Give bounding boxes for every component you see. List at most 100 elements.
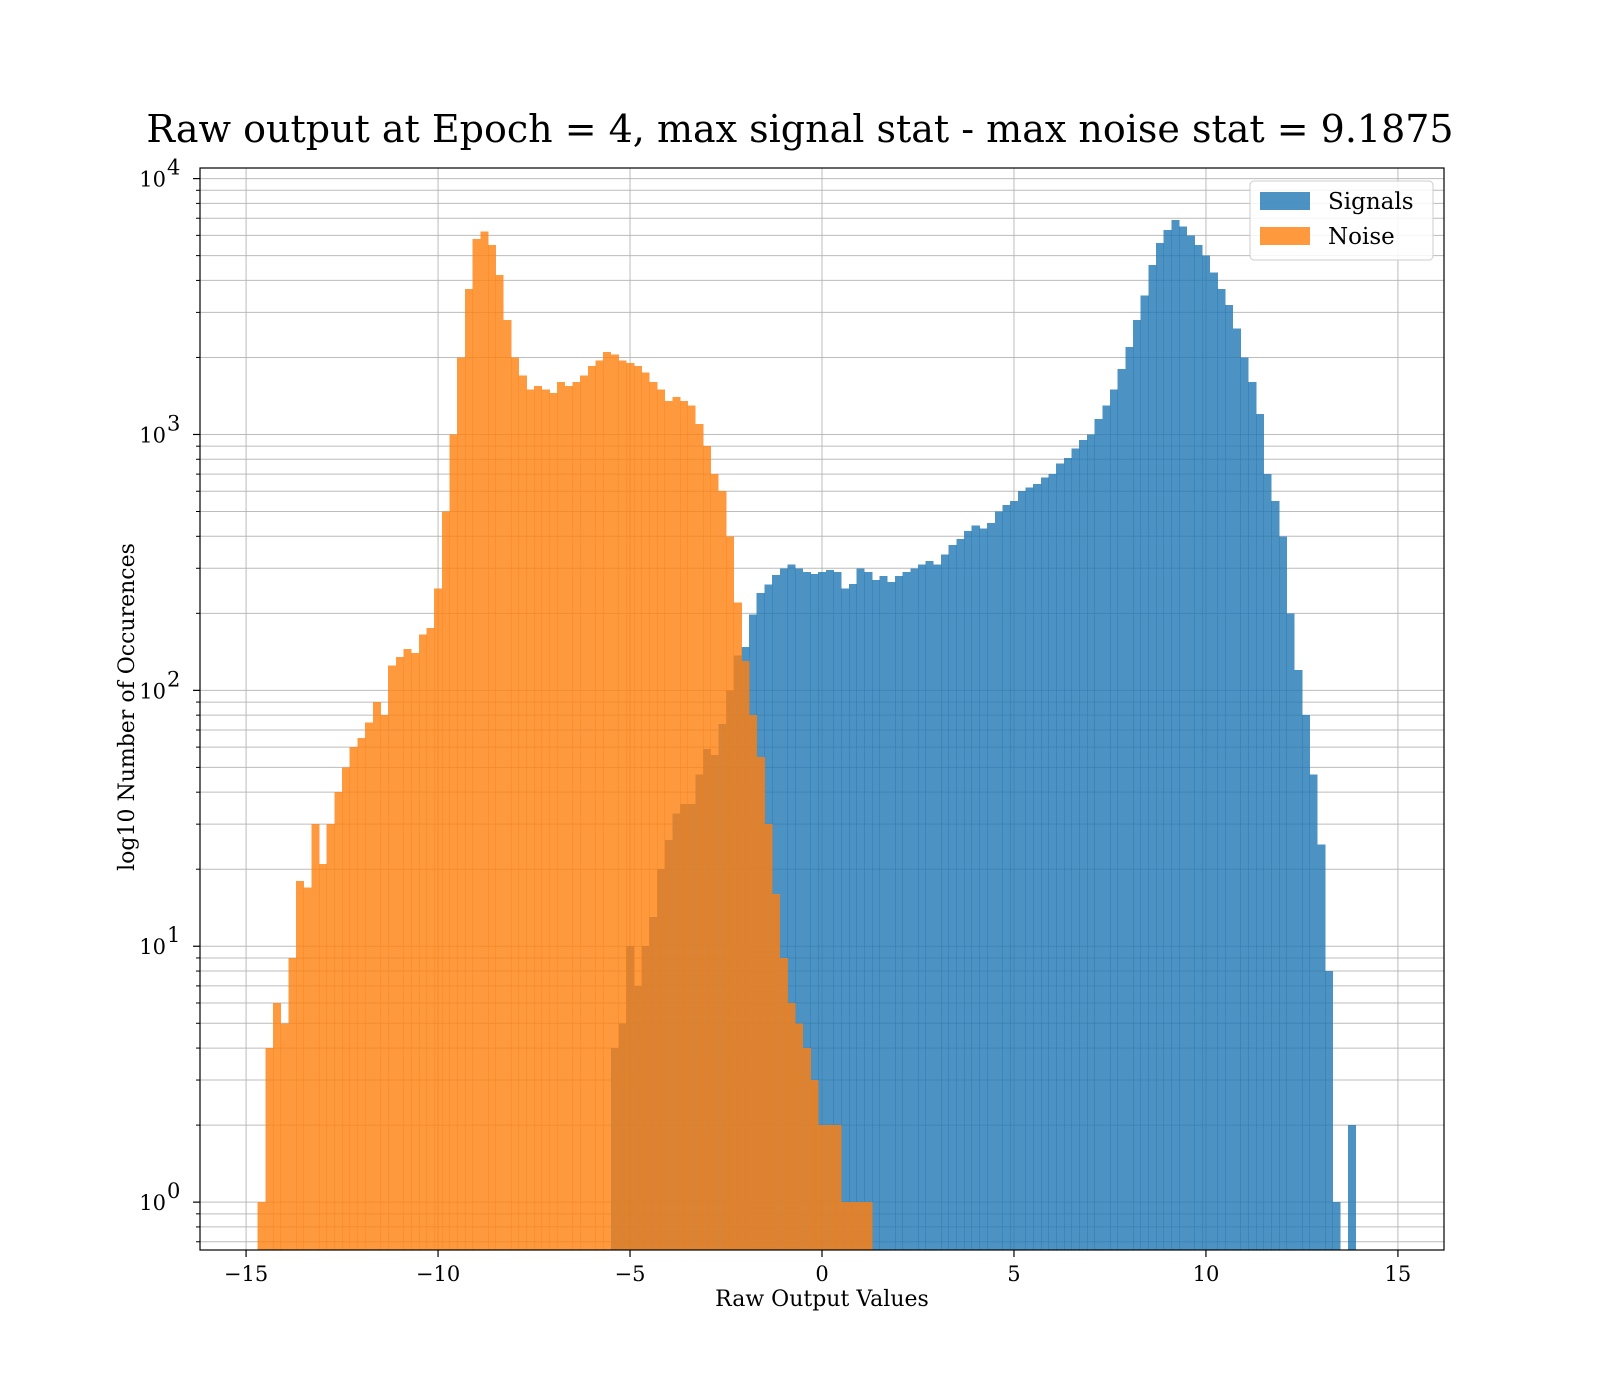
- histogram-bar: [772, 894, 781, 1250]
- histogram-bar: [1271, 500, 1280, 1250]
- histogram-bar: [1048, 474, 1057, 1250]
- histogram-bar: [1263, 474, 1272, 1250]
- histogram-bar: [1079, 440, 1088, 1250]
- histogram-bar: [511, 357, 520, 1251]
- histogram-bar: [864, 572, 873, 1250]
- y-axis-label: log10 Number of Occurences: [115, 543, 140, 871]
- histogram-bar: [802, 1048, 811, 1250]
- histogram-bar: [295, 880, 305, 1250]
- histogram-bar: [380, 715, 389, 1250]
- histogram-bar: [503, 320, 512, 1250]
- histogram-bar: [1102, 405, 1111, 1250]
- histogram-bar: [702, 446, 712, 1250]
- histogram-bar: [564, 385, 573, 1251]
- histogram-bar: [1348, 1125, 1357, 1250]
- histogram-bar: [1186, 235, 1195, 1250]
- histogram-bar: [887, 582, 896, 1250]
- histogram-bar: [710, 474, 719, 1250]
- histogram-bar: [1156, 243, 1165, 1250]
- y-tick-label: 10: [139, 679, 166, 703]
- histogram-bar: [856, 1202, 865, 1250]
- histogram-bar: [633, 366, 642, 1250]
- histogram-bar: [534, 385, 543, 1251]
- histogram-bar: [679, 401, 689, 1250]
- histogram-bar: [272, 1003, 282, 1250]
- histogram-bar: [795, 568, 804, 1250]
- histogram-bar: [1133, 320, 1142, 1250]
- histogram-bar: [756, 756, 765, 1250]
- x-tick-label: −15: [224, 1262, 268, 1286]
- histogram-bar: [1117, 369, 1126, 1251]
- histogram-bar: [902, 572, 911, 1250]
- histogram-bar: [1317, 844, 1326, 1250]
- histogram-bar: [434, 588, 443, 1250]
- histogram-bar: [726, 536, 735, 1250]
- histogram-bar: [994, 511, 1003, 1251]
- histogram-bar: [672, 397, 681, 1250]
- histogram-bar: [1140, 295, 1149, 1250]
- histogram-bar: [1301, 715, 1311, 1250]
- histogram-bar: [871, 579, 880, 1250]
- histogram-bar: [825, 1125, 834, 1250]
- histogram-bar: [1278, 536, 1287, 1250]
- histogram-bar: [1209, 272, 1218, 1251]
- histogram-bar: [1040, 477, 1049, 1250]
- x-tick-label: 10: [1193, 1262, 1220, 1286]
- histogram-bar: [472, 239, 481, 1250]
- histogram-bar: [487, 245, 497, 1250]
- histogram-bar: [1255, 414, 1264, 1250]
- histogram-bar: [342, 767, 351, 1250]
- histogram-bar: [1063, 457, 1072, 1250]
- histogram-bar: [741, 661, 750, 1250]
- histogram-bar: [1017, 491, 1026, 1250]
- histogram-bars: [257, 219, 1357, 1251]
- histogram-bar: [572, 382, 581, 1251]
- y-tick-label-exponent: 3: [167, 411, 180, 435]
- histogram-bar: [549, 393, 558, 1250]
- histogram-bar: [810, 573, 819, 1250]
- histogram-bar: [372, 702, 381, 1250]
- histogram-bar: [933, 564, 942, 1250]
- histogram-bar: [787, 564, 796, 1250]
- histogram-bar: [1086, 434, 1096, 1250]
- histogram-bar: [449, 434, 458, 1250]
- histogram-bar: [1248, 382, 1257, 1251]
- histogram-bar: [964, 530, 973, 1250]
- histogram-bar: [265, 1048, 274, 1250]
- y-tick-label: 10: [139, 423, 166, 447]
- histogram-bar: [864, 1202, 873, 1250]
- y-tick-label: 10: [139, 935, 166, 959]
- x-tick-label: 15: [1385, 1262, 1412, 1286]
- histogram-bar: [319, 863, 328, 1250]
- histogram-bar: [1232, 328, 1241, 1250]
- histogram-bar: [1286, 613, 1295, 1250]
- histogram-bar: [418, 634, 427, 1250]
- histogram-bar: [848, 1202, 857, 1250]
- series-noise: [257, 231, 873, 1251]
- histogram-bar: [848, 584, 857, 1250]
- histogram-bar: [388, 665, 397, 1250]
- legend-label-signals: Signals: [1328, 189, 1414, 215]
- histogram-bar: [1294, 670, 1303, 1250]
- histogram-bar: [818, 572, 827, 1250]
- histogram-bar: [618, 360, 627, 1250]
- histogram-bar: [664, 401, 673, 1250]
- histogram-bar: [1056, 463, 1065, 1250]
- histogram-bar: [441, 511, 450, 1251]
- chart-title: Raw output at Epoch = 4, max signal stat…: [146, 107, 1453, 151]
- histogram-bar: [1171, 219, 1180, 1251]
- histogram-bar: [395, 657, 404, 1250]
- histogram-bar: [749, 715, 758, 1250]
- histogram-bar: [971, 525, 980, 1250]
- histogram-bar: [457, 357, 466, 1251]
- legend-swatch-noise: [1260, 227, 1310, 245]
- histogram-bar: [288, 957, 297, 1250]
- histogram-bar: [480, 231, 489, 1251]
- histogram-bar: [411, 652, 420, 1250]
- histogram-bar: [1025, 487, 1034, 1250]
- histogram-bar: [795, 1023, 804, 1250]
- histogram-bar: [1217, 289, 1226, 1250]
- histogram-bar: [334, 792, 343, 1250]
